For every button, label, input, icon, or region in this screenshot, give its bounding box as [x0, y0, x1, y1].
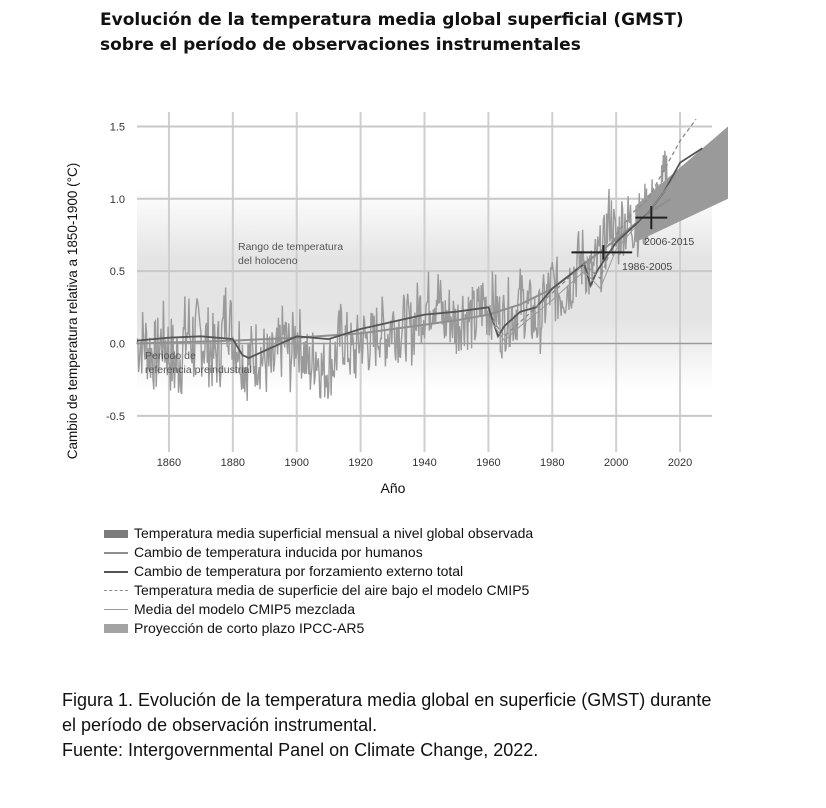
figure-caption: Figura 1. Evolución de la temperatura me… — [62, 688, 802, 763]
legend-swatch-cmip5-air — [104, 590, 128, 591]
preindustrial-label-line2: referencia preindustrial — [145, 364, 252, 376]
x-tick-1940: 1940 — [412, 457, 436, 469]
chart-title-line1: Evolución de la temperatura media global… — [100, 10, 684, 30]
y-tick-0: -0.5 — [106, 411, 125, 423]
holocene-label-line2: del holoceno — [238, 255, 298, 267]
legend-label-projection: Proyección de corto plazo IPCC-AR5 — [134, 620, 365, 636]
x-tick-1860: 1860 — [157, 457, 181, 469]
legend-swatch-forcing — [104, 570, 128, 573]
caption-source: Fuente: Intergovernmental Panel on Clima… — [62, 740, 539, 760]
legend-label-cmip5-mean: Media del modelo CMIP5 mezclada — [134, 601, 355, 617]
chart-title: Evolución de la temperatura media global… — [100, 8, 800, 58]
legend-label-forcing: Cambio de temperatura por forzamiento ex… — [134, 563, 464, 579]
legend: Temperatura media superficial mensual a … — [104, 524, 533, 638]
y-tick-1: 0.0 — [110, 338, 125, 350]
legend-label-human: Cambio de temperatura inducida por human… — [134, 544, 423, 560]
gmst-chart: 1860 1880 1900 1920 1940 1960 1980 2000 2020 -0.5… — [65, 112, 728, 496]
x-axis-label: Año — [381, 480, 406, 496]
x-tick-1920: 1920 — [348, 457, 372, 469]
legend-item-forcing: Cambio de temperatura por forzamiento ex… — [104, 562, 533, 581]
legend-swatch-cmip5-mean — [104, 609, 128, 610]
caption-line2: el período de observación instrumental. — [62, 715, 378, 735]
observed-monthly-line — [136, 150, 668, 401]
legend-swatch-human — [104, 551, 128, 554]
chart-title-line2: sobre el período de observaciones instru… — [100, 35, 581, 55]
x-tick-2000: 2000 — [604, 457, 628, 469]
legend-swatch-projection — [104, 624, 128, 633]
cmip5-air-temperature-series — [487, 118, 697, 338]
x-tick-1960: 1960 — [476, 457, 500, 469]
x-tick-1900: 1900 — [284, 457, 308, 469]
y-tick-4: 1.5 — [110, 121, 125, 133]
x-tick-1880: 1880 — [221, 457, 245, 469]
y-axis-label: Cambio de temperatura relativa a 1850-19… — [65, 163, 80, 460]
legend-label-cmip5-air: Temperatura media de superficie del aire… — [134, 582, 530, 598]
observed-monthly-series — [136, 150, 668, 401]
x-tick-1980: 1980 — [540, 457, 564, 469]
legend-item-observed: Temperatura media superficial mensual a … — [104, 524, 533, 543]
period-2006-label: 2006-2015 — [644, 236, 694, 248]
legend-label-observed: Temperatura media superficial mensual a … — [134, 525, 534, 541]
axis-ticks: 1860 1880 1900 1920 1940 1960 1980 2000 2020 -0.5… — [106, 121, 692, 469]
cmip5-blended-mean-series — [487, 169, 681, 342]
x-tick-2020: 2020 — [668, 457, 692, 469]
legend-item-human: Cambio de temperatura inducida por human… — [104, 543, 533, 562]
y-tick-2: 0.5 — [110, 266, 125, 278]
legend-item-projection: Proyección de corto plazo IPCC-AR5 — [104, 619, 533, 638]
period-crosses — [571, 206, 668, 260]
legend-item-cmip5-mean: Media del modelo CMIP5 mezclada — [104, 600, 533, 619]
y-tick-3: 1.0 — [110, 194, 125, 206]
holocene-label-line1: Rango de temperatura — [238, 241, 343, 253]
legend-item-cmip5-air: Temperatura media de superficie del aire… — [104, 581, 533, 600]
caption-line1: Figura 1. Evolución de la temperatura me… — [62, 690, 712, 710]
preindustrial-label-line1: Periodo de — [145, 350, 196, 362]
legend-swatch-observed — [104, 529, 128, 538]
period-1986-label: 1986-2005 — [622, 261, 672, 273]
